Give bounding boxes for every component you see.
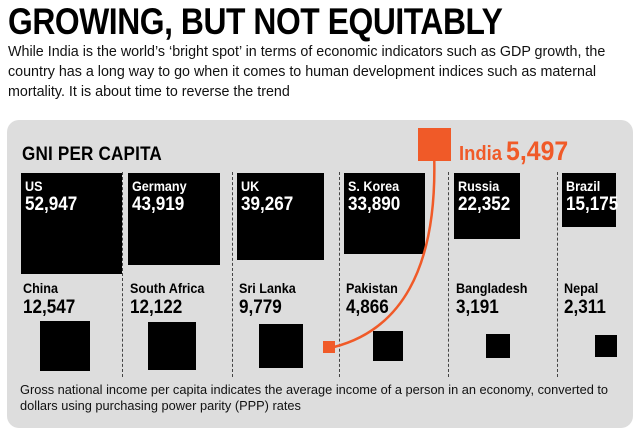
label-brazil: Brazil 15,175: [566, 178, 619, 216]
country-name: Pakistan: [346, 280, 398, 296]
country-name: Sri Lanka: [239, 280, 296, 296]
column-divider: [232, 172, 233, 377]
country-name: UK: [241, 178, 260, 194]
data-label: 12,122: [130, 297, 183, 318]
india-label: India 5,497: [459, 136, 568, 167]
india-mini-square: [323, 341, 335, 353]
bar-square-uk: [237, 173, 324, 260]
column-divider: [448, 172, 449, 377]
bar-square-us: [21, 173, 122, 274]
bar-square-south-africa: [147, 321, 197, 371]
label-sri-lanka: Sri Lanka 9,779: [239, 280, 296, 318]
label-bangladesh: Bangladesh 3,191: [456, 280, 527, 318]
bar-square-germany: [128, 173, 220, 265]
country-name: Brazil: [566, 178, 601, 194]
footnote: Gross national income per capita indicat…: [20, 382, 609, 413]
data-label: 33,890: [348, 194, 401, 215]
country-name: Nepal: [564, 280, 599, 296]
country-name: Russia: [458, 178, 500, 194]
data-label: 4,866: [346, 297, 389, 318]
country-name: S. Korea: [348, 178, 400, 194]
data-label: 22,352: [458, 194, 511, 215]
bar-square-pakistan: [372, 330, 404, 362]
label-russia: Russia 22,352: [458, 178, 511, 216]
label-us: US 52,947: [25, 178, 78, 216]
label-china: China 12,547: [23, 280, 75, 318]
data-label: 52,947: [25, 194, 78, 215]
data-label: 43,919: [132, 194, 185, 215]
data-label: 9,779: [239, 297, 282, 318]
country-name: Germany: [132, 178, 187, 194]
country-name: China: [23, 280, 59, 296]
column-divider: [122, 172, 123, 377]
bar-square-sri-lanka: [259, 324, 303, 368]
data-label: 2,311: [564, 297, 606, 318]
chart-title: GNI PER CAPITA: [22, 144, 162, 165]
label-nepal: Nepal 2,311: [564, 280, 606, 318]
data-label: 15,175: [566, 194, 619, 215]
intro-text: While India is the world’s ‘bright spot’…: [8, 44, 606, 100]
label-south-africa: South Africa 12,122: [130, 280, 204, 318]
country-name: Bangladesh: [456, 280, 528, 296]
chart-panel: [7, 120, 633, 428]
label-s-korea: S. Korea 33,890: [348, 178, 401, 216]
headline: GROWING, BUT NOT EQUITABLY: [8, 1, 503, 42]
data-label: 3,191: [456, 297, 499, 318]
bar-square-russia: [454, 173, 520, 239]
india-value: 5,497: [506, 136, 569, 166]
india-name: India: [459, 143, 502, 165]
bar-square-nepal: [595, 335, 617, 357]
data-label: 39,267: [241, 194, 294, 215]
column-divider: [557, 172, 558, 377]
column-divider: [339, 172, 340, 377]
india-square: [418, 128, 451, 161]
country-name: South Africa: [130, 280, 205, 296]
label-pakistan: Pakistan 4,866: [346, 280, 398, 318]
bar-square-china: [40, 321, 90, 371]
bar-square-brazil: [562, 173, 617, 228]
label-uk: UK 39,267: [241, 178, 294, 216]
label-germany: Germany 43,919: [132, 178, 187, 216]
country-name: US: [25, 178, 43, 194]
data-label: 12,547: [23, 297, 76, 318]
bar-square-bangladesh: [485, 333, 511, 359]
